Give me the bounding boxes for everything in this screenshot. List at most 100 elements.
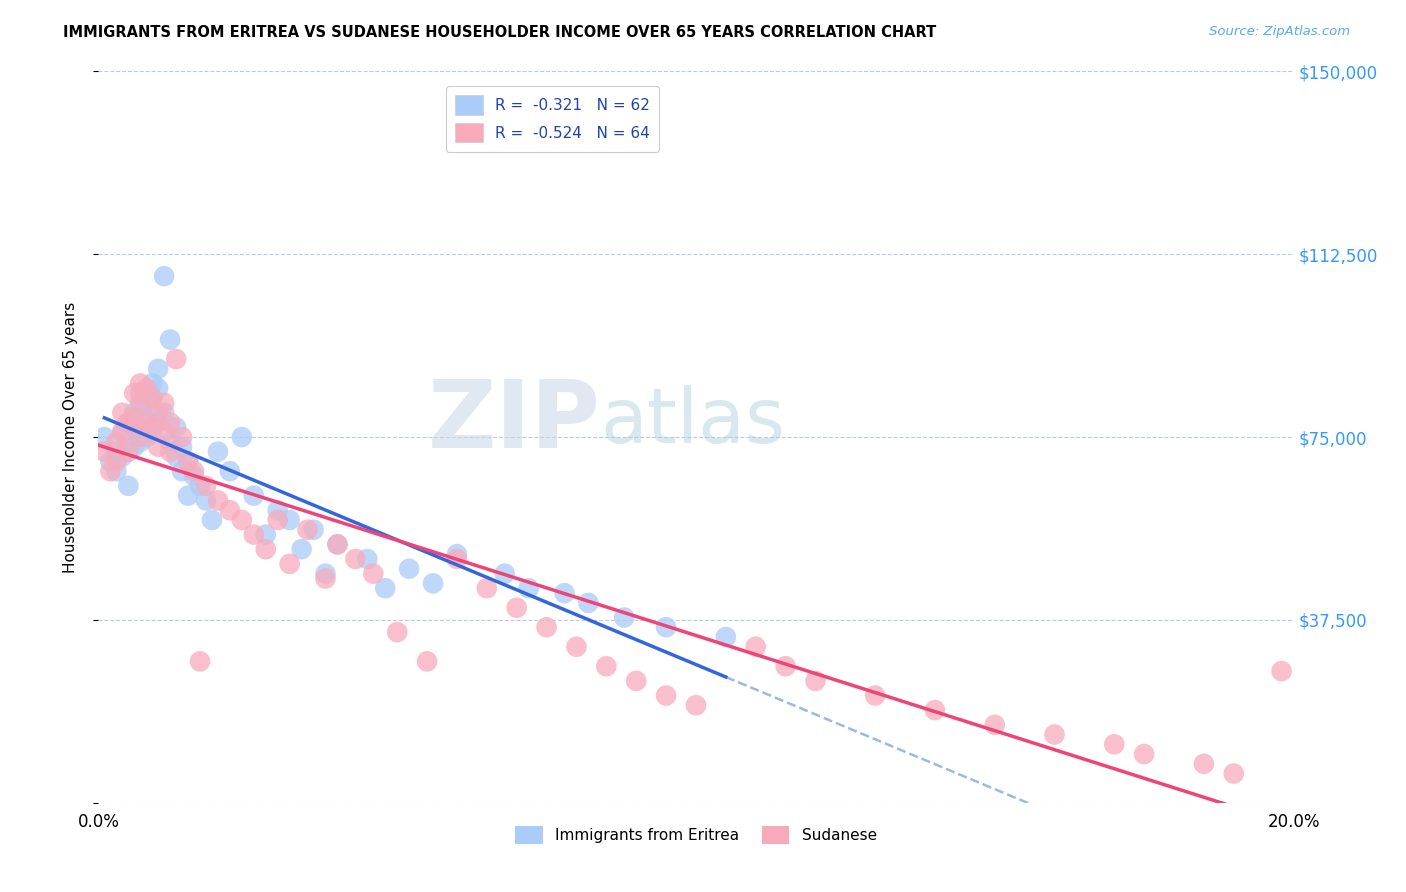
Point — [153, 425, 176, 440]
Point — [278, 513, 301, 527]
Point — [1223, 766, 1246, 780]
Point — [188, 654, 211, 668]
Point — [422, 576, 444, 591]
Point — [111, 425, 134, 440]
Text: atlas: atlas — [600, 385, 785, 459]
Point — [105, 454, 128, 468]
Point — [613, 610, 636, 624]
Point — [129, 430, 152, 444]
Point — [159, 434, 181, 449]
Point — [231, 513, 253, 527]
Point — [201, 513, 224, 527]
Point — [98, 454, 122, 468]
Point — [188, 479, 211, 493]
Point — [1104, 737, 1126, 751]
Point — [135, 396, 157, 410]
Point — [111, 425, 134, 440]
Point — [117, 416, 139, 430]
Point — [135, 410, 157, 425]
Point — [243, 527, 266, 541]
Point — [231, 430, 253, 444]
Point — [714, 630, 737, 644]
Point — [344, 552, 367, 566]
Point — [153, 406, 176, 420]
Point — [374, 581, 396, 595]
Point — [124, 410, 146, 425]
Point — [804, 673, 827, 688]
Point — [446, 547, 468, 561]
Text: Source: ZipAtlas.com: Source: ZipAtlas.com — [1209, 25, 1350, 38]
Point — [984, 718, 1007, 732]
Point — [148, 440, 170, 454]
Point — [177, 489, 200, 503]
Point — [172, 464, 194, 478]
Point — [1271, 664, 1294, 678]
Point — [129, 386, 152, 401]
Point — [655, 620, 678, 634]
Point — [165, 352, 187, 367]
Legend: Immigrants from Eritrea, Sudanese: Immigrants from Eritrea, Sudanese — [509, 820, 883, 850]
Point — [195, 493, 218, 508]
Point — [745, 640, 768, 654]
Point — [475, 581, 498, 595]
Point — [141, 391, 163, 405]
Point — [159, 444, 181, 458]
Point — [135, 381, 157, 395]
Point — [165, 420, 187, 434]
Point — [626, 673, 648, 688]
Point — [148, 381, 170, 395]
Point — [356, 552, 378, 566]
Point — [124, 386, 146, 401]
Point — [172, 430, 194, 444]
Point — [398, 562, 420, 576]
Point — [254, 542, 277, 557]
Point — [117, 444, 139, 458]
Point — [141, 425, 163, 440]
Point — [494, 566, 516, 581]
Point — [183, 464, 205, 478]
Point — [129, 376, 152, 391]
Point — [775, 659, 797, 673]
Point — [267, 513, 290, 527]
Point — [326, 537, 349, 551]
Point — [153, 396, 176, 410]
Point — [148, 416, 170, 430]
Point — [124, 406, 146, 420]
Point — [517, 581, 540, 595]
Point — [159, 416, 181, 430]
Point — [297, 523, 319, 537]
Point — [446, 552, 468, 566]
Point — [148, 406, 170, 420]
Point — [172, 440, 194, 454]
Point — [315, 566, 337, 581]
Point — [416, 654, 439, 668]
Point — [291, 542, 314, 557]
Point — [536, 620, 558, 634]
Point — [93, 444, 115, 458]
Point — [219, 464, 242, 478]
Point — [207, 493, 229, 508]
Point — [183, 469, 205, 483]
Point — [111, 406, 134, 420]
Point — [278, 557, 301, 571]
Point — [595, 659, 617, 673]
Point — [385, 625, 409, 640]
Point — [93, 430, 115, 444]
Point — [267, 503, 290, 517]
Point — [141, 376, 163, 391]
Point — [506, 600, 529, 615]
Point — [565, 640, 588, 654]
Point — [1192, 756, 1215, 771]
Point — [135, 416, 157, 430]
Point — [177, 454, 200, 468]
Point — [159, 333, 181, 347]
Point — [655, 689, 678, 703]
Point — [135, 430, 157, 444]
Point — [578, 596, 600, 610]
Point — [1133, 747, 1156, 761]
Point — [148, 361, 170, 376]
Point — [129, 434, 152, 449]
Point — [124, 440, 146, 454]
Point — [105, 434, 128, 449]
Point — [124, 420, 146, 434]
